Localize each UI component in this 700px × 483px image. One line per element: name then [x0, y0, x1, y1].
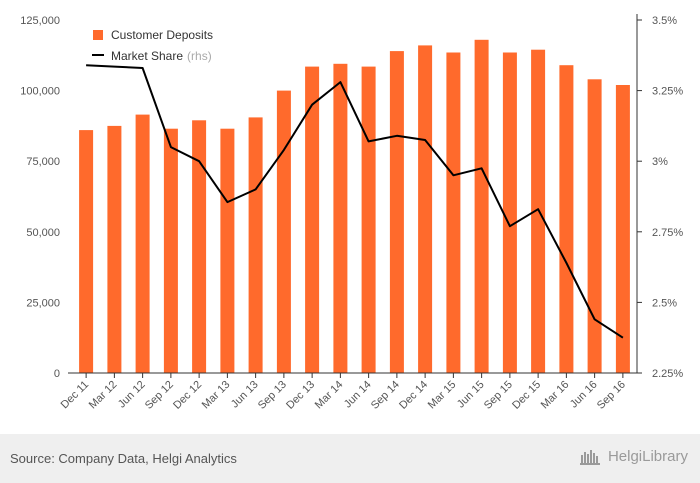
- bar-dec-13: [305, 66, 320, 373]
- x-tick-label: Sep 12: [143, 379, 176, 412]
- x-tick-label: Jun 16: [568, 379, 600, 411]
- x-tick-label: Sep 16: [595, 379, 628, 412]
- bar-jun-16: [587, 79, 602, 374]
- bar-jun-13: [248, 117, 263, 374]
- bar-sep-12: [163, 128, 178, 373]
- chart: 0 25,000 50,000 75,000 100,000 125,000 2.25% 2.…: [20, 14, 683, 412]
- market-share-line: [86, 64, 624, 339]
- bar-mar-15: [446, 52, 461, 373]
- y-tick-label: 100,000: [20, 86, 60, 98]
- bar-dec-14: [418, 45, 433, 374]
- bar-sep-14: [389, 51, 404, 373]
- x-tick-label: Sep 14: [369, 379, 402, 412]
- y-tick-label: 125,000: [20, 15, 60, 27]
- brand-name: HelgiLibrary: [607, 447, 688, 465]
- bar-dec-11: [79, 130, 94, 373]
- legend: Customer Deposits Market Share (rhs): [92, 28, 213, 63]
- x-tick-label: Dec 12: [171, 379, 204, 412]
- x-tick-label: Sep 13: [256, 379, 289, 412]
- y-tick-label: 25,000: [26, 297, 60, 309]
- bar-sep-13: [276, 90, 291, 373]
- x-tick-label: Dec 15: [510, 379, 543, 412]
- legend-label-market-share: Market Share (rhs): [111, 49, 212, 63]
- x-tick-label: Mar 14: [313, 379, 346, 412]
- x-tick-label: Jun 15: [455, 379, 487, 411]
- source-note: Source: Company Data, Helgi Analytics: [10, 451, 237, 466]
- x-tick-label: Mar 12: [87, 379, 120, 412]
- bar-mar-14: [333, 63, 348, 374]
- x-tick-label: Jun 14: [342, 379, 374, 411]
- y-tick-label: 0: [54, 368, 60, 380]
- legend-swatch-deposits: [93, 30, 103, 40]
- y-tick-label: 50,000: [26, 227, 60, 239]
- x-tick-label: Mar 13: [200, 379, 233, 412]
- x-tick-label: Mar 16: [539, 379, 572, 412]
- bar-jun-15: [474, 39, 489, 374]
- bar-sep-15: [502, 52, 517, 373]
- footer: Source: Company Data, Helgi Analytics He…: [0, 434, 700, 483]
- y-tick-label: 75,000: [26, 156, 60, 168]
- bar-dec-12: [192, 120, 207, 373]
- bar-jun-14: [361, 66, 376, 373]
- y2-tick-label: 2.75%: [652, 227, 683, 239]
- line-series: [86, 64, 624, 339]
- y2-tick-label: 2.5%: [652, 297, 677, 309]
- library-icon: [579, 450, 600, 465]
- x-tick-label: Dec 13: [284, 379, 317, 412]
- y2-tick-label: 3.25%: [652, 86, 683, 98]
- y2-tick-label: 3.5%: [652, 15, 677, 27]
- bar-mar-12: [107, 125, 122, 374]
- bar-jun-12: [135, 114, 150, 373]
- bar-sep-16: [615, 85, 630, 373]
- y2-tick-label: 3%: [652, 156, 668, 168]
- x-tick-label: Jun 13: [229, 379, 261, 411]
- bar-series: [79, 39, 630, 374]
- legend-label-deposits: Customer Deposits: [111, 28, 213, 42]
- x-tick-label: Dec 11: [59, 379, 92, 412]
- bar-mar-13: [220, 128, 235, 373]
- x-tick-label: Jun 12: [116, 379, 148, 411]
- x-tick-label: Sep 15: [482, 379, 515, 412]
- x-tick-label: Mar 15: [426, 379, 459, 412]
- bar-mar-16: [559, 65, 574, 373]
- y2-tick-label: 2.25%: [652, 368, 683, 380]
- x-tick-label: Dec 14: [397, 379, 430, 412]
- brand-logo[interactable]: HelgiLibrary: [579, 447, 688, 465]
- bar-dec-15: [531, 49, 546, 373]
